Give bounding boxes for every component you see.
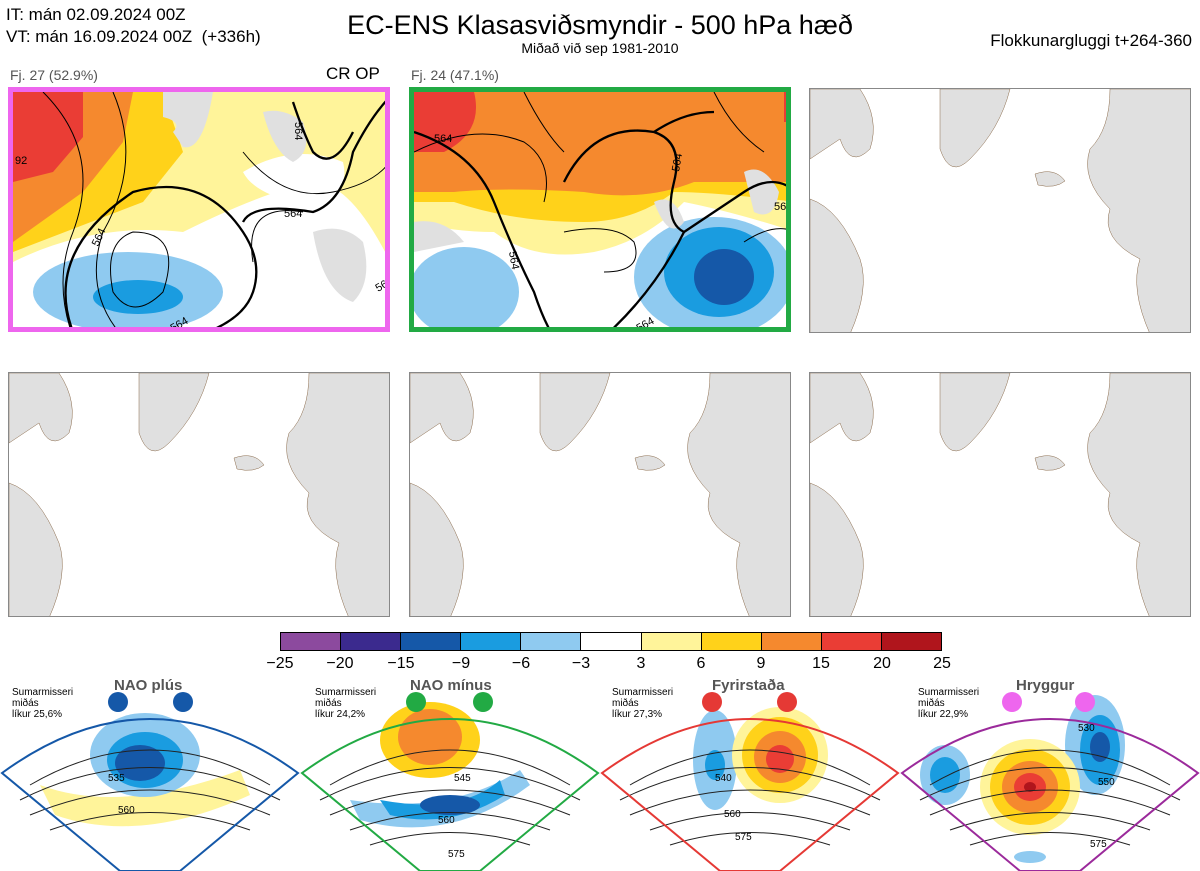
empty-map-graphic — [9, 373, 389, 616]
regime-blocking[interactable]: 540 560 575 Fyrirstaða Sumarmisseri miðá… — [600, 675, 900, 871]
regime-nao-minus[interactable]: 545 560 575 NAO mínus Sumarmisseri miðás… — [300, 675, 600, 871]
regime-note: Sumarmisseri miðás líkur 25,6% — [12, 687, 74, 720]
contour-label: 545 — [454, 773, 471, 784]
colorbar-swatch — [281, 633, 342, 650]
colorbar-swatch — [461, 633, 522, 650]
colorbar-tick: −25 — [266, 655, 294, 672]
contour-label: 564 — [292, 122, 304, 140]
cluster-map-6[interactable] — [809, 372, 1191, 617]
contour-label: 564 — [284, 208, 302, 220]
contour-label: 550 — [1098, 777, 1115, 788]
colorbar-tick: −3 — [571, 655, 591, 672]
valid-time-line: VT: mán 16.09.2024 00Z (+336h) — [6, 27, 261, 46]
colorbar-swatch — [401, 633, 462, 650]
contour-label: 564 — [635, 315, 657, 332]
colorbar-tick: 6 — [696, 655, 706, 672]
contour-label: 564 — [374, 275, 391, 295]
cluster-map-1[interactable]: 564 564 564 564 564 92 — [8, 87, 390, 332]
contour-label: 564 — [506, 250, 521, 270]
regime-note: Sumarmisseri miðás líkur 22,9% — [918, 687, 980, 720]
panel-1-tag: CR OP — [326, 64, 380, 83]
colorbar-swatch — [881, 633, 942, 650]
colorbar-tick: 15 — [812, 655, 830, 672]
cluster-map-1-graphic: 564 564 564 564 564 92 — [13, 92, 391, 332]
colorbar-tick: 25 — [933, 655, 951, 672]
empty-map-graphic — [410, 373, 790, 616]
contour-label: 92 — [15, 155, 27, 167]
regime-note: Sumarmisseri miðás líkur 27,3% — [612, 687, 674, 720]
contour-label: 564 — [774, 201, 791, 213]
regime-title: Hryggur — [1016, 677, 1075, 694]
colorbar-swatch — [761, 633, 822, 650]
cluster-map-4[interactable] — [8, 372, 390, 617]
regime-ridge-graphic: 530 550 575 — [900, 692, 1200, 871]
regime-ridge[interactable]: 530 550 575 Hryggur Sumarmisseri miðás l… — [900, 675, 1200, 871]
contour-label: 560 — [118, 805, 135, 816]
contour-label: 560 — [438, 815, 455, 826]
contour-label: 564 — [169, 315, 191, 332]
colorbar-tick: 20 — [873, 655, 891, 672]
regime-title: NAO mínus — [410, 677, 492, 694]
cluster-map-3[interactable] — [809, 88, 1191, 333]
panel-2-label: Fj. 24 (47.1%) — [411, 67, 499, 83]
regime-title: Fyrirstaða — [712, 677, 785, 694]
contour-label: 564 — [670, 152, 685, 172]
colorbar-tick: −6 — [511, 655, 531, 672]
contour-label: 540 — [715, 773, 732, 784]
colorbar-swatch — [521, 633, 582, 650]
contour-label: 560 — [724, 809, 741, 820]
contour-label: 530 — [1078, 723, 1095, 734]
cluster-map-2-graphic: 564 564 564 564 564 — [414, 92, 791, 332]
classification-window: Flokkunargluggi t+264-360 — [990, 31, 1192, 50]
contour-label: 564 — [434, 133, 452, 145]
contour-label: 575 — [448, 849, 465, 860]
colorbar-swatch — [821, 633, 882, 650]
contour-label: 575 — [1090, 839, 1107, 850]
page-title: EC-ENS Klasasviðsmyndir - 500 hPa hæð — [347, 10, 853, 40]
colorbar-tick: −9 — [451, 655, 471, 672]
panel-1-label: Fj. 27 (52.9%) — [10, 67, 98, 83]
colorbar-tick: −15 — [387, 655, 415, 672]
contour-label: 535 — [108, 773, 125, 784]
colorbar-tick: 3 — [636, 655, 646, 672]
page-subtitle: Miðað við sep 1981-2010 — [521, 40, 679, 56]
regime-nao-plus-graphic: 535 560 — [0, 692, 300, 871]
colorbar-swatch — [341, 633, 402, 650]
colorbar-swatch — [641, 633, 702, 650]
colorbar-tick: 9 — [756, 655, 766, 672]
colorbar-swatch — [581, 633, 642, 650]
empty-map-graphic — [810, 373, 1190, 616]
colorbar-swatch — [701, 633, 762, 650]
cluster-map-2[interactable]: 564 564 564 564 564 — [409, 87, 791, 332]
regime-title: NAO plús — [114, 677, 183, 694]
regime-note: Sumarmisseri miðás líkur 24,2% — [315, 687, 377, 720]
colorbar — [280, 632, 942, 651]
init-time-line: IT: mán 02.09.2024 00Z — [6, 5, 186, 24]
regime-blocking-graphic: 540 560 575 — [600, 692, 900, 871]
regime-nao-plus[interactable]: 535 560 NAO plús Sumarmisseri miðás líku… — [0, 675, 300, 871]
cluster-map-5[interactable] — [409, 372, 791, 617]
regime-nao-minus-graphic: 545 560 575 — [300, 692, 600, 871]
colorbar-tick: −20 — [326, 655, 354, 672]
contour-label: 575 — [735, 832, 752, 843]
empty-map-graphic — [810, 89, 1190, 332]
